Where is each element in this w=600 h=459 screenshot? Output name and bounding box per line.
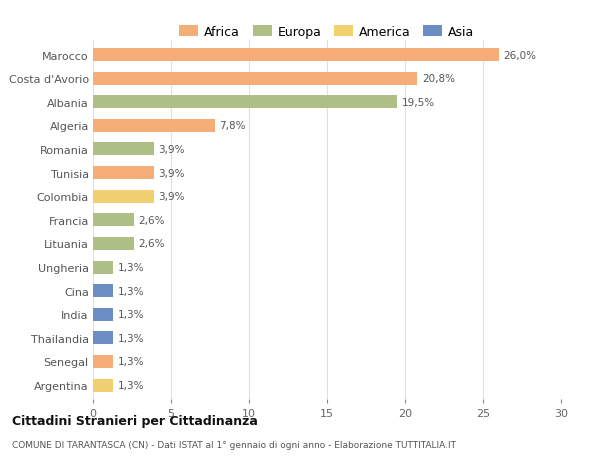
Bar [93,355,113,368]
Text: 7,8%: 7,8% [220,121,246,131]
Text: 1,3%: 1,3% [118,357,145,367]
Bar [93,214,134,227]
Bar [93,261,113,274]
Text: COMUNE DI TARANTASCA (CN) - Dati ISTAT al 1° gennaio di ogni anno - Elaborazione: COMUNE DI TARANTASCA (CN) - Dati ISTAT a… [12,441,456,449]
Text: Cittadini Stranieri per Cittadinanza: Cittadini Stranieri per Cittadinanza [12,414,258,428]
Bar [93,308,113,321]
Text: 1,3%: 1,3% [118,263,145,273]
Text: 1,3%: 1,3% [118,333,145,343]
Text: 2,6%: 2,6% [138,239,165,249]
Bar [93,331,113,345]
Bar [93,49,499,62]
Bar [93,96,397,109]
Bar [93,379,113,392]
Text: 1,3%: 1,3% [118,286,145,296]
Bar [93,285,113,297]
Bar [93,190,154,203]
Legend: Africa, Europa, America, Asia: Africa, Europa, America, Asia [175,21,479,44]
Bar [93,120,215,133]
Text: 26,0%: 26,0% [503,50,536,61]
Text: 20,8%: 20,8% [422,74,455,84]
Text: 1,3%: 1,3% [118,309,145,319]
Text: 19,5%: 19,5% [402,98,435,107]
Text: 2,6%: 2,6% [138,215,165,225]
Text: 1,3%: 1,3% [118,380,145,390]
Bar [93,73,418,85]
Bar [93,143,154,156]
Bar [93,167,154,179]
Text: 3,9%: 3,9% [158,145,185,155]
Bar [93,237,134,250]
Text: 3,9%: 3,9% [158,192,185,202]
Text: 3,9%: 3,9% [158,168,185,178]
